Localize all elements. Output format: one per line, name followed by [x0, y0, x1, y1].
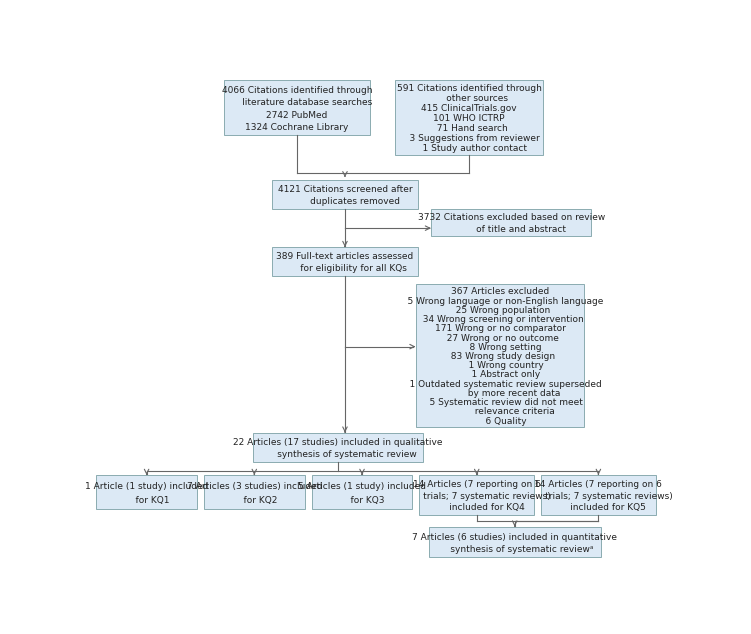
Text: 83 Wrong study design: 83 Wrong study design — [445, 352, 555, 361]
FancyBboxPatch shape — [541, 475, 656, 515]
Text: 3732 Citations excluded based on review: 3732 Citations excluded based on review — [418, 214, 605, 223]
Text: for eligibility for all KQs: for eligibility for all KQs — [283, 264, 407, 273]
Text: 5 Systematic review did not meet: 5 Systematic review did not meet — [418, 398, 583, 407]
FancyBboxPatch shape — [96, 475, 197, 509]
Text: 171 Wrong or no comparator: 171 Wrong or no comparator — [435, 325, 566, 333]
Text: of title and abstract: of title and abstract — [456, 224, 566, 233]
Text: 367 Articles excluded: 367 Articles excluded — [451, 287, 549, 296]
Text: 6 Quality: 6 Quality — [474, 417, 526, 425]
Text: 1 Outdated systematic review superseded: 1 Outdated systematic review superseded — [398, 380, 602, 389]
FancyBboxPatch shape — [272, 180, 418, 209]
Text: other sources: other sources — [430, 94, 508, 103]
Text: 389 Full-text articles assessed: 389 Full-text articles assessed — [276, 252, 414, 261]
Text: for KQ1: for KQ1 — [124, 496, 169, 505]
Text: 591 Citations identified through: 591 Citations identified through — [397, 84, 541, 93]
Text: literature database searches: literature database searches — [222, 98, 372, 107]
Text: by more recent data: by more recent data — [439, 389, 561, 398]
FancyBboxPatch shape — [419, 475, 534, 515]
FancyBboxPatch shape — [253, 432, 424, 462]
Text: 1324 Cochrane Library: 1324 Cochrane Library — [246, 123, 348, 132]
Text: 101 WHO ICTRP: 101 WHO ICTRP — [433, 114, 505, 123]
Text: 2742 PubMed: 2742 PubMed — [267, 110, 327, 120]
FancyBboxPatch shape — [431, 209, 592, 236]
Text: trials; 7 systematic reviews): trials; 7 systematic reviews) — [524, 491, 672, 501]
Text: 22 Articles (17 studies) included in qualitative: 22 Articles (17 studies) included in qua… — [234, 438, 443, 447]
Text: relevance criteria: relevance criteria — [445, 408, 554, 417]
Text: 3 Suggestions from reviewer: 3 Suggestions from reviewer — [398, 134, 540, 143]
Text: trials; 7 systematic reviews): trials; 7 systematic reviews) — [403, 491, 550, 501]
Text: 8 Wrong setting: 8 Wrong setting — [458, 343, 541, 352]
FancyBboxPatch shape — [429, 526, 601, 557]
Text: 27 Wrong or no outcome: 27 Wrong or no outcome — [441, 333, 559, 342]
Text: 7 Articles (3 studies) included: 7 Articles (3 studies) included — [186, 482, 322, 491]
FancyBboxPatch shape — [272, 247, 418, 276]
Text: included for KQ4: included for KQ4 — [429, 503, 525, 512]
Text: 4066 Citations identified through: 4066 Citations identified through — [222, 86, 372, 95]
Text: included for KQ5: included for KQ5 — [550, 503, 647, 512]
Text: 4121 Citations screened after: 4121 Citations screened after — [278, 186, 412, 195]
FancyBboxPatch shape — [415, 284, 584, 427]
Text: 14 Articles (7 reporting on 6: 14 Articles (7 reporting on 6 — [413, 480, 541, 489]
Text: 1 Article (1 study) included: 1 Article (1 study) included — [85, 482, 208, 491]
FancyBboxPatch shape — [224, 80, 369, 136]
Text: 1 Abstract only: 1 Abstract only — [460, 370, 540, 380]
Text: for KQ3: for KQ3 — [339, 496, 385, 505]
FancyBboxPatch shape — [204, 475, 305, 509]
Text: 1 Study author contact: 1 Study author contact — [411, 145, 527, 153]
FancyBboxPatch shape — [394, 80, 544, 155]
Text: 5 Articles (1 study) included: 5 Articles (1 study) included — [298, 482, 426, 491]
Text: duplicates removed: duplicates removed — [290, 197, 400, 206]
Text: 415 ClinicalTrials.gov: 415 ClinicalTrials.gov — [421, 104, 517, 113]
Text: 1 Wrong country: 1 Wrong country — [457, 361, 544, 370]
Text: synthesis of systematic review: synthesis of systematic review — [260, 450, 416, 459]
FancyBboxPatch shape — [312, 475, 412, 509]
Text: synthesis of systematic reviewᵃ: synthesis of systematic reviewᵃ — [436, 545, 593, 554]
Text: 71 Hand search: 71 Hand search — [430, 124, 508, 133]
Text: 34 Wrong screening or intervention: 34 Wrong screening or intervention — [417, 315, 584, 324]
Text: for KQ2: for KQ2 — [231, 496, 277, 505]
Text: 14 Articles (7 reporting on 6: 14 Articles (7 reporting on 6 — [535, 480, 662, 489]
Text: 25 Wrong population: 25 Wrong population — [450, 306, 550, 315]
Text: 7 Articles (6 studies) included in quantitative: 7 Articles (6 studies) included in quant… — [412, 533, 617, 541]
Text: 5 Wrong language or non-English language: 5 Wrong language or non-English language — [397, 297, 604, 306]
